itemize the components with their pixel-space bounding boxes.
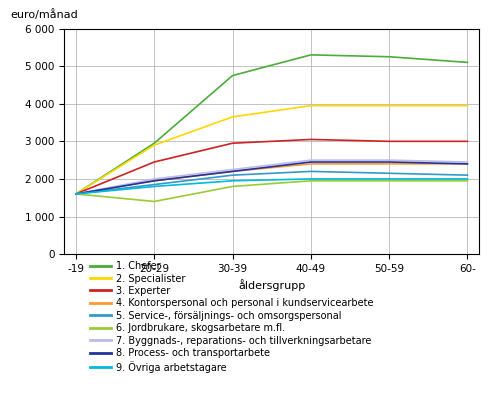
8. Process- och transportarbete [73,191,79,196]
8. Process- och transportarbete [464,162,470,166]
Line: 9. Övriga arbetstagare: 9. Övriga arbetstagare [76,179,467,194]
1. Chefer [308,52,314,57]
2. Specialister [308,103,314,108]
4. Kontorspersonal och personal i kundservicearbete [308,162,314,166]
Line: 7. Byggnads-, reparations- och tillverkningsarbetare: 7. Byggnads-, reparations- och tillverkn… [76,160,467,194]
8. Process- och transportarbete [230,169,236,174]
2. Specialister [151,143,157,148]
7. Byggnads-, reparations- och tillverkningsarbetare [73,191,79,196]
5. Service-, försäljnings- och omsorgspersonal [308,169,314,174]
9. Övriga arbetstagare [464,177,470,182]
7. Byggnads-, reparations- och tillverkningsarbetare [151,177,157,182]
7. Byggnads-, reparations- och tillverkningsarbetare [386,157,392,162]
4. Kontorspersonal och personal i kundservicearbete [464,162,470,166]
5. Service-, försäljnings- och omsorgspersonal [464,173,470,177]
4. Kontorspersonal och personal i kundservicearbete [386,162,392,166]
2. Specialister [73,191,79,196]
1. Chefer [73,191,79,196]
3. Experter [464,139,470,144]
9. Övriga arbetstagare [230,178,236,183]
5. Service-, försäljnings- och omsorgspersonal [230,173,236,177]
6. Jordbrukare, skogsarbetare m.fl. [73,191,79,196]
3. Experter [308,137,314,142]
3. Experter [73,191,79,196]
9. Övriga arbetstagare [151,184,157,189]
6. Jordbrukare, skogsarbetare m.fl. [464,178,470,183]
5. Service-, försäljnings- och omsorgspersonal [151,182,157,187]
Line: 6. Jordbrukare, skogsarbetare m.fl.: 6. Jordbrukare, skogsarbetare m.fl. [76,181,467,202]
3. Experter [230,141,236,146]
1. Chefer [151,141,157,146]
5. Service-, försäljnings- och omsorgspersonal [73,191,79,196]
2. Specialister [230,115,236,120]
Line: 5. Service-, försäljnings- och omsorgspersonal: 5. Service-, försäljnings- och omsorgspe… [76,171,467,194]
Legend: 1. Chefer, 2. Specialister, 3. Experter, 4. Kontorspersonal och personal i kunds: 1. Chefer, 2. Specialister, 3. Experter,… [90,261,373,373]
3. Experter [151,160,157,164]
2. Specialister [464,103,470,108]
Line: 4. Kontorspersonal och personal i kundservicearbete: 4. Kontorspersonal och personal i kundse… [76,164,467,194]
1. Chefer [464,60,470,65]
X-axis label: åldersgrupp: åldersgrupp [238,279,305,291]
4. Kontorspersonal och personal i kundservicearbete [230,169,236,174]
7. Byggnads-, reparations- och tillverkningsarbetare [308,157,314,162]
Line: 1. Chefer: 1. Chefer [76,55,467,194]
2. Specialister [386,103,392,108]
5. Service-, försäljnings- och omsorgspersonal [386,171,392,176]
8. Process- och transportarbete [386,160,392,164]
Line: 3. Experter: 3. Experter [76,140,467,194]
6. Jordbrukare, skogsarbetare m.fl. [386,178,392,183]
7. Byggnads-, reparations- och tillverkningsarbetare [230,167,236,172]
Line: 2. Specialister: 2. Specialister [76,106,467,194]
4. Kontorspersonal och personal i kundservicearbete [73,191,79,196]
6. Jordbrukare, skogsarbetare m.fl. [308,178,314,183]
Line: 8. Process- och transportarbete: 8. Process- och transportarbete [76,162,467,194]
9. Övriga arbetstagare [386,177,392,182]
8. Process- och transportarbete [151,178,157,183]
8. Process- och transportarbete [308,160,314,164]
6. Jordbrukare, skogsarbetare m.fl. [151,199,157,204]
1. Chefer [386,54,392,59]
3. Experter [386,139,392,144]
7. Byggnads-, reparations- och tillverkningsarbetare [464,160,470,164]
9. Övriga arbetstagare [308,177,314,182]
4. Kontorspersonal och personal i kundservicearbete [151,178,157,183]
Text: euro/månad: euro/månad [10,9,78,20]
6. Jordbrukare, skogsarbetare m.fl. [230,184,236,189]
9. Övriga arbetstagare [73,191,79,196]
1. Chefer [230,73,236,78]
